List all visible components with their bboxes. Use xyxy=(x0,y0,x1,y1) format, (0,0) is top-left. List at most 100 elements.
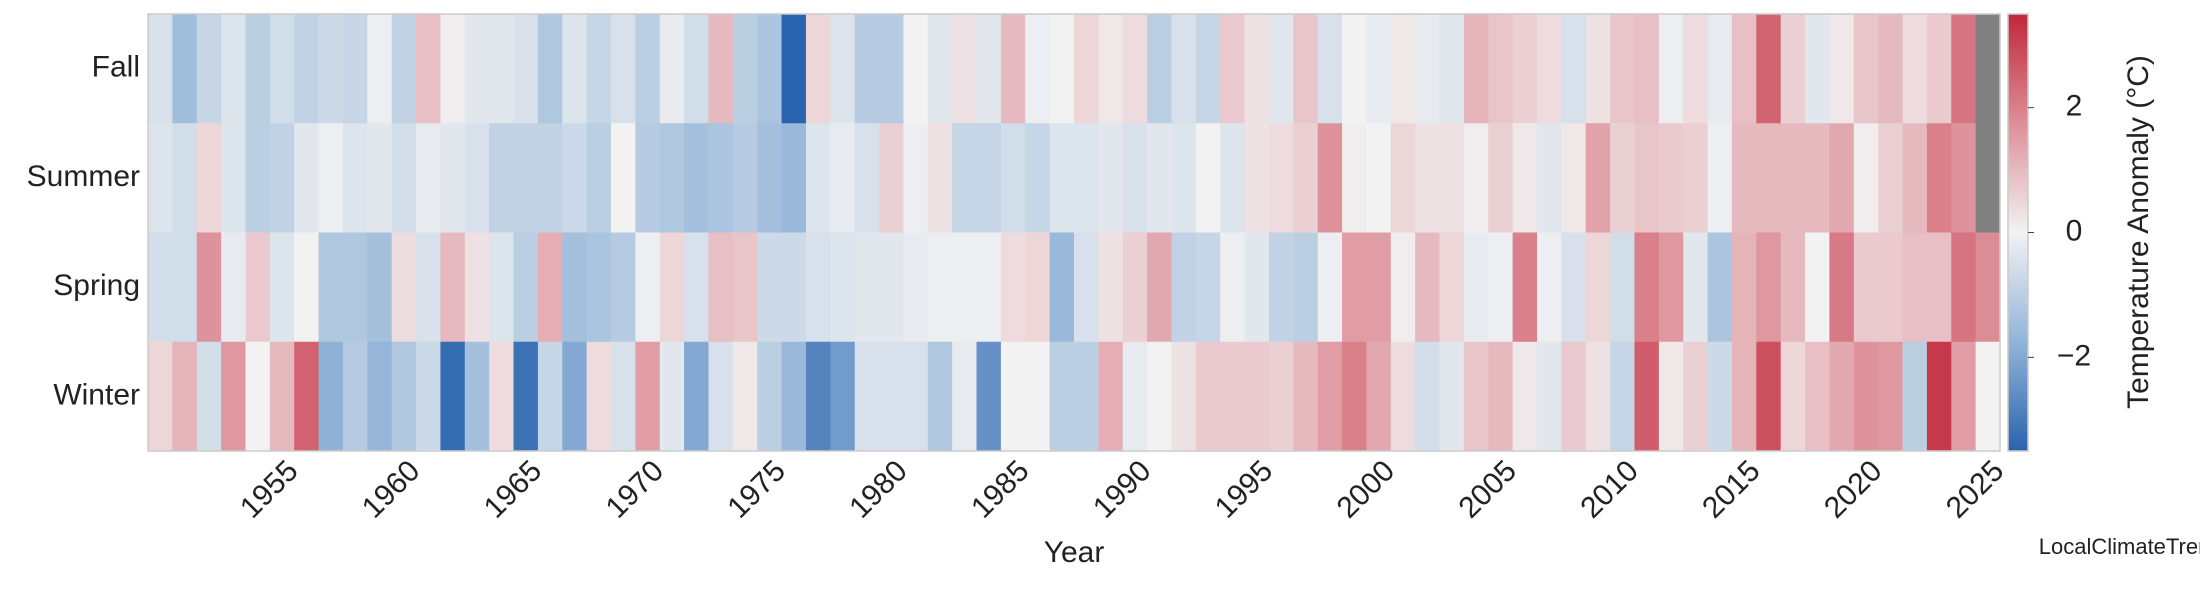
heat-cell xyxy=(903,123,929,233)
heat-cell xyxy=(635,14,661,124)
heat-cell xyxy=(1366,341,1392,452)
x-tick-label: 2020 xyxy=(1818,454,1889,525)
heat-cell xyxy=(781,341,807,452)
heat-cell xyxy=(1317,14,1343,124)
heat-cell xyxy=(1195,14,1221,124)
heat-cell xyxy=(172,14,198,124)
heat-cell xyxy=(489,123,515,233)
heat-cell xyxy=(367,232,393,343)
heat-cell xyxy=(294,341,320,452)
heat-cell xyxy=(1926,341,1952,452)
heat-cell xyxy=(952,14,978,124)
heat-cell xyxy=(440,123,466,233)
heat-cell xyxy=(1488,232,1514,343)
heat-cell xyxy=(1074,123,1099,233)
heat-cell xyxy=(416,123,441,233)
heat-cell xyxy=(294,14,320,124)
heat-cell xyxy=(1585,123,1611,233)
heat-cell xyxy=(562,232,588,343)
colorbar-tick-label: −2 xyxy=(2057,339,2091,372)
heat-cell xyxy=(1683,123,1709,233)
heat-cell xyxy=(537,232,563,343)
heat-cell xyxy=(635,341,661,452)
heat-cell xyxy=(1463,341,1489,452)
heat-cell xyxy=(221,341,246,452)
heat-cell xyxy=(1147,14,1172,124)
heat-cell xyxy=(1293,232,1319,343)
x-tick-label: 1965 xyxy=(478,454,549,525)
heat-cell xyxy=(1561,123,1587,233)
heat-cell xyxy=(1195,123,1221,233)
heat-cell xyxy=(781,123,807,233)
heat-cell xyxy=(1171,341,1197,452)
heat-cell xyxy=(1171,123,1197,233)
x-tick-label: 2010 xyxy=(1574,454,1645,525)
y-tick-label: Spring xyxy=(53,269,140,302)
heat-cell xyxy=(440,14,466,124)
heat-cell xyxy=(708,14,734,124)
heat-cell xyxy=(1780,341,1806,452)
heat-cell xyxy=(148,123,173,233)
heat-cell xyxy=(367,123,393,233)
heat-cell xyxy=(903,232,929,343)
heat-cell xyxy=(1049,123,1075,233)
heat-cell xyxy=(1537,341,1562,452)
heat-cell xyxy=(537,123,563,233)
heat-cell xyxy=(1512,123,1538,233)
heat-cell xyxy=(1537,123,1562,233)
heat-cell xyxy=(1805,14,1830,124)
heat-cell xyxy=(294,232,320,343)
heat-cell xyxy=(245,123,271,233)
heat-cell xyxy=(269,14,295,124)
heat-cell xyxy=(1025,341,1051,452)
heat-cell xyxy=(1000,341,1026,452)
heat-cell xyxy=(1926,232,1952,343)
heat-cell xyxy=(294,123,320,233)
heat-cell xyxy=(1683,232,1709,343)
heat-cell xyxy=(342,123,368,233)
heat-cell xyxy=(1147,232,1172,343)
heat-cell xyxy=(1000,14,1026,124)
heat-cell xyxy=(781,232,807,343)
heat-cell xyxy=(489,232,515,343)
heat-cell xyxy=(879,14,904,124)
heat-cell xyxy=(269,341,295,452)
heat-cell xyxy=(440,232,466,343)
x-tick-label: 1990 xyxy=(1087,454,1158,525)
heat-cell xyxy=(221,232,246,343)
heat-cell xyxy=(391,341,417,452)
heat-cell xyxy=(1829,123,1855,233)
heat-cell xyxy=(1512,14,1538,124)
heat-cell xyxy=(1049,232,1075,343)
heat-cell xyxy=(1707,14,1733,124)
heat-cell xyxy=(172,232,198,343)
heat-cell xyxy=(1220,232,1246,343)
heat-cell xyxy=(830,232,856,343)
heat-cell xyxy=(416,232,441,343)
heat-cell xyxy=(1488,14,1514,124)
heat-cell xyxy=(684,341,709,452)
heat-cell xyxy=(1610,341,1635,452)
heat-cell xyxy=(586,14,612,124)
heat-cell xyxy=(1220,14,1246,124)
heat-cell xyxy=(1756,14,1782,124)
heat-cell xyxy=(952,341,978,452)
heat-cell xyxy=(1731,232,1757,343)
heat-cell xyxy=(367,14,393,124)
heat-cell xyxy=(1317,123,1343,233)
source: LocalClimateTrends.com xyxy=(2039,534,2200,559)
heat-cell xyxy=(1951,341,1977,452)
heat-cell xyxy=(757,341,783,452)
heat-cell xyxy=(952,232,978,343)
heat-cell xyxy=(1902,14,1928,124)
heat-cell xyxy=(1390,14,1416,124)
heat-cell xyxy=(854,123,880,233)
heat-cell xyxy=(1512,232,1538,343)
heat-cell xyxy=(586,341,612,452)
heat-cell xyxy=(927,341,953,452)
heat-cell xyxy=(976,123,1002,233)
heat-cell xyxy=(342,341,368,452)
heat-cell xyxy=(148,14,173,124)
heat-cell xyxy=(416,14,441,124)
